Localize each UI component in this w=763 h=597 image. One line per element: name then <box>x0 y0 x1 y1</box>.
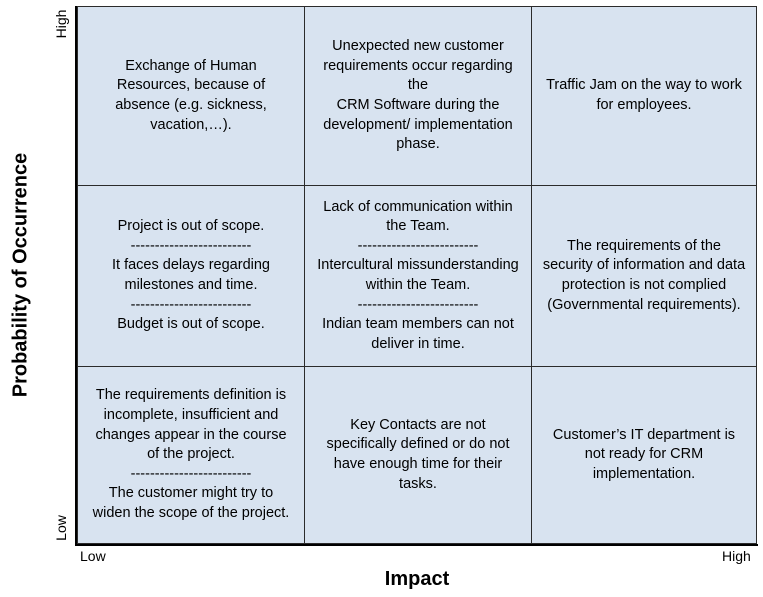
risk-matrix: Exchange of Human Resources, because of … <box>77 6 757 544</box>
x-axis-high-label: High <box>722 548 751 564</box>
cell-text: Customer’s IT department is not ready fo… <box>552 426 736 482</box>
cell-low-probability-medium-impact: Key Contacts are not specifically define… <box>305 367 532 543</box>
cell-medium-probability-high-impact: The requirements of the security of info… <box>532 186 756 367</box>
cell-medium-probability-low-impact: Project is out of scope. ---------------… <box>78 186 305 367</box>
cell-text: Project is out of scope. ---------------… <box>112 218 270 333</box>
cell-text: Traffic Jam on the way to work for emplo… <box>546 77 742 113</box>
cell-low-probability-low-impact: The requirements definition is incomplet… <box>78 367 305 543</box>
y-axis-high-label: High <box>53 9 69 39</box>
cell-high-probability-medium-impact: Unexpected new customer requirements occ… <box>305 7 532 186</box>
cell-text: The requirements definition is incomplet… <box>92 387 290 521</box>
x-axis-line <box>75 544 758 546</box>
cell-text: Unexpected new customer requirements occ… <box>323 38 513 153</box>
cell-high-probability-high-impact: Traffic Jam on the way to work for emplo… <box>532 7 756 186</box>
cell-text: Lack of communication within the Team. -… <box>317 198 519 352</box>
x-axis-title: Impact <box>384 568 450 590</box>
cell-text: The requirements of the security of info… <box>542 237 746 313</box>
x-axis-low-label: Low <box>80 548 106 564</box>
cell-high-probability-low-impact: Exchange of Human Resources, because of … <box>78 7 305 186</box>
cell-low-probability-high-impact: Customer’s IT department is not ready fo… <box>532 367 756 543</box>
y-axis-title: Probability of Occurrence <box>9 152 32 398</box>
cell-text: Exchange of Human Resources, because of … <box>115 57 267 133</box>
cell-medium-probability-medium-impact: Lack of communication within the Team. -… <box>305 186 532 367</box>
cell-text: Key Contacts are not specifically define… <box>326 416 510 492</box>
y-axis-line <box>75 6 77 546</box>
y-axis-low-label: Low <box>53 515 69 541</box>
